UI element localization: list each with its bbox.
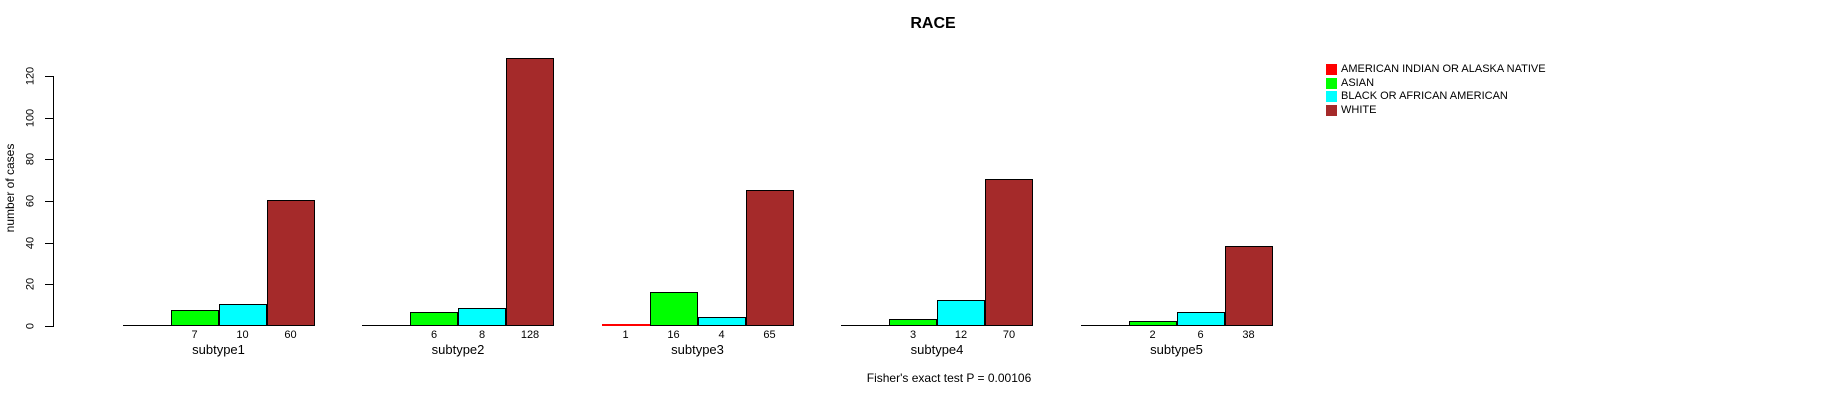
bar-subtype4-series3 (985, 179, 1033, 326)
bar-subtype5-series2 (1176, 312, 1225, 326)
bar-subtype4-series1 (889, 319, 937, 326)
y-tick-label: 40 (24, 236, 37, 250)
legend-label: WHITE (1341, 104, 1377, 117)
y-tick-label: 80 (24, 152, 37, 166)
bar-value-label: 2 (1149, 329, 1156, 341)
y-tick-mark (45, 76, 53, 77)
y-axis-line (53, 76, 54, 327)
bar-value-label: 6 (1197, 329, 1204, 341)
bar-subtype1-series1 (170, 310, 219, 326)
bar-value-label: 16 (667, 329, 680, 341)
bar-value-label: 7 (191, 329, 198, 341)
y-tick-mark (45, 201, 53, 202)
legend-swatch-cyan (1326, 91, 1337, 103)
legend-label: ASIAN (1341, 76, 1375, 89)
bar-value-label: 10 (236, 329, 249, 341)
bar-value-label: 12 (954, 329, 968, 341)
bar-subtype2-series3 (506, 58, 554, 326)
bar-subtype3-series3 (745, 190, 794, 326)
y-tick-mark (45, 326, 53, 327)
bar-value-label: 70 (1002, 329, 1016, 341)
legend: AMERICAN INDIAN OR ALASKA NATIVE ASIAN B… (1326, 63, 1546, 117)
y-tick-label: 20 (24, 277, 37, 291)
category-label-subtype2: subtype2 (431, 342, 485, 357)
y-tick-label: 0 (24, 322, 37, 330)
bar-subtype3-series2 (697, 317, 746, 326)
legend-item-black-or-african-american: BLACK OR AFRICAN AMERICAN (1326, 90, 1546, 104)
y-tick-mark (45, 243, 53, 244)
category-label-subtype1: subtype1 (192, 342, 245, 357)
bar-value-label: 60 (284, 329, 297, 341)
bar-value-label: 65 (763, 329, 776, 341)
legend-label: AMERICAN INDIAN OR ALASKA NATIVE (1341, 63, 1546, 76)
chart-title: RACE (910, 15, 956, 32)
y-tick-mark (45, 118, 53, 119)
y-tick-label: 60 (24, 194, 37, 208)
legend-item-american-indian: AMERICAN INDIAN OR ALASKA NATIVE (1326, 63, 1546, 77)
bar-value-label: 1 (622, 329, 629, 341)
legend-swatch-green (1326, 77, 1337, 89)
legend-item-white: WHITE (1326, 104, 1546, 118)
category-label-subtype3: subtype3 (671, 342, 724, 357)
bar-value-label: 4 (718, 329, 725, 341)
legend-item-asian: ASIAN (1326, 77, 1546, 91)
bar-subtype2-series2 (458, 308, 506, 326)
bar-value-label: 128 (520, 329, 540, 341)
bar-subtype5-series1 (1128, 321, 1177, 326)
category-label-subtype4: subtype4 (910, 342, 964, 357)
bar-subtype3-series1 (649, 292, 698, 326)
bar-subtype1-series2 (218, 304, 267, 326)
y-tick-mark (45, 284, 53, 285)
category-label-subtype5: subtype5 (1150, 342, 1203, 357)
legend-swatch-darkred (1326, 105, 1337, 117)
bar-value-label: 3 (909, 329, 917, 341)
bar-value-label: 38 (1242, 329, 1255, 341)
fisher-test-annotation: Fisher's exact test P = 0.00106 (866, 371, 1032, 385)
bar-subtype1-series3 (266, 200, 315, 326)
bar-subtype3-series0 (601, 324, 650, 326)
legend-label: BLACK OR AFRICAN AMERICAN (1341, 90, 1508, 103)
bar-value-label: 6 (430, 329, 438, 341)
bar-subtype2-series1 (410, 312, 458, 326)
y-tick-label: 100 (24, 108, 37, 128)
bar-value-label: 8 (478, 329, 486, 341)
y-tick-label: 120 (24, 66, 37, 86)
bar-subtype4-series2 (937, 300, 985, 326)
bar-subtype5-series3 (1224, 246, 1273, 326)
legend-swatch-red (1326, 64, 1337, 76)
y-tick-mark (45, 159, 53, 160)
